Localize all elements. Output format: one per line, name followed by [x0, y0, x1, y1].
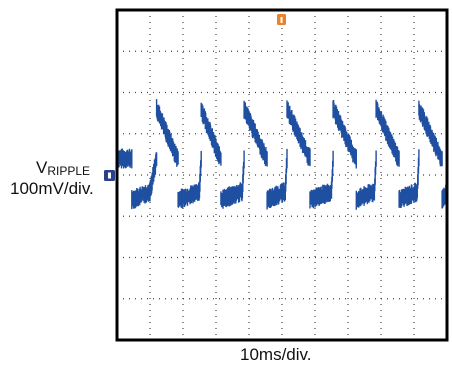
screen-frame	[117, 10, 447, 340]
graticule-grid	[117, 10, 447, 340]
channel-label: VRIPPLE	[36, 158, 90, 181]
channel-label-sub: RIPPLE	[47, 164, 90, 178]
trigger-marker-glyph	[281, 17, 283, 23]
ground-marker-glyph	[108, 173, 111, 179]
horizontal-scale-label: 10ms/div.	[240, 345, 312, 365]
channel-label-main: V	[36, 158, 47, 177]
vertical-scale-label: 100mV/div.	[10, 179, 94, 199]
